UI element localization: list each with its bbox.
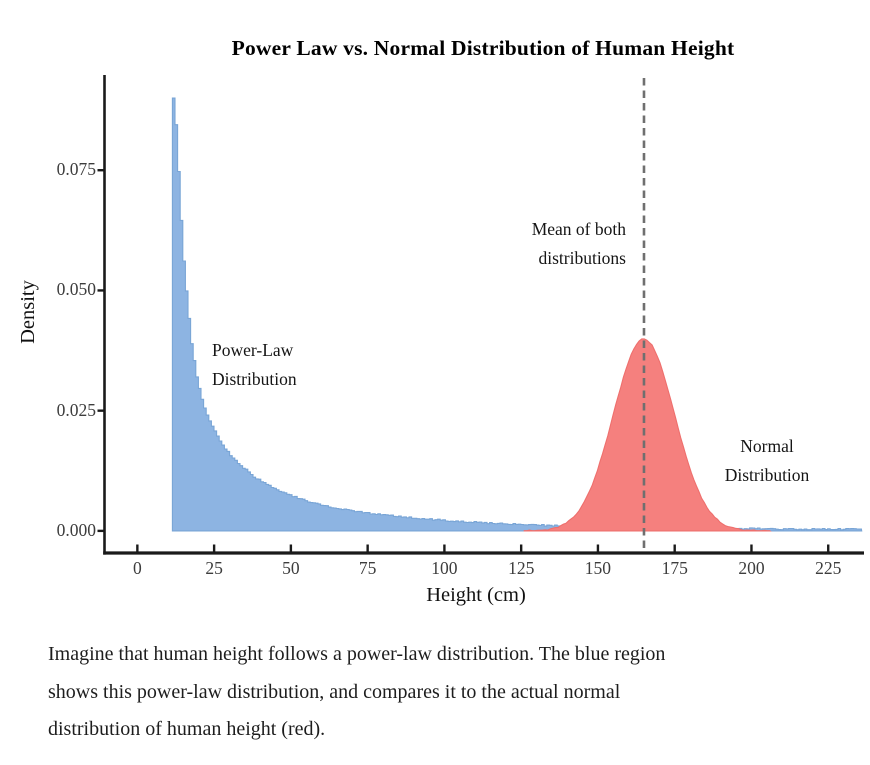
normal-label: Normal Distribution: [696, 432, 838, 489]
x-tick-label: 50: [282, 558, 300, 578]
y-axis-title: Density: [17, 280, 39, 344]
x-tick-label: 125: [508, 558, 535, 578]
x-tick-label: 200: [738, 558, 765, 578]
y-tick-label: 0.050: [56, 279, 96, 300]
power-law-label: Power-Law Distribution: [212, 336, 372, 393]
normal-label-line2: Distribution: [724, 464, 810, 485]
y-tick-label: 0.000: [56, 519, 96, 540]
x-tick-label: 150: [584, 558, 612, 578]
x-tick-label: 100: [431, 558, 458, 578]
x-tick-label: 175: [661, 558, 688, 578]
normal-distribution-area: [523, 338, 772, 532]
x-tick-label: 75: [358, 558, 377, 578]
y-tick-label: 0.025: [56, 399, 96, 420]
figure-caption: Imagine that human height follows a powe…: [48, 636, 838, 749]
mean-annotation-line1: Mean of both: [531, 219, 626, 239]
power-law-label-line2: Distribution: [212, 368, 297, 389]
mean-annotation: Mean of both distributions: [470, 215, 626, 272]
distribution-plot: [97, 75, 864, 555]
power-law-area: [171, 97, 863, 532]
y-tick-label: 0.075: [56, 159, 96, 180]
x-tick-label: 225: [815, 558, 842, 578]
x-axis-title: Height (cm): [426, 584, 526, 606]
normal-label-line1: Normal: [740, 436, 794, 456]
caption-line: shows this power-law distribution, and c…: [48, 680, 621, 703]
power-law-label-line1: Power-Law: [212, 340, 294, 360]
mean-annotation-line2: distributions: [538, 247, 626, 268]
caption-line: distribution of human height (red).: [48, 718, 326, 740]
x-tick-label: 0: [133, 558, 142, 578]
caption-line: Imagine that human height follows a powe…: [48, 643, 666, 665]
x-tick-label: 25: [205, 558, 223, 578]
chart-title: Power Law vs. Normal Distribution of Hum…: [231, 36, 735, 60]
